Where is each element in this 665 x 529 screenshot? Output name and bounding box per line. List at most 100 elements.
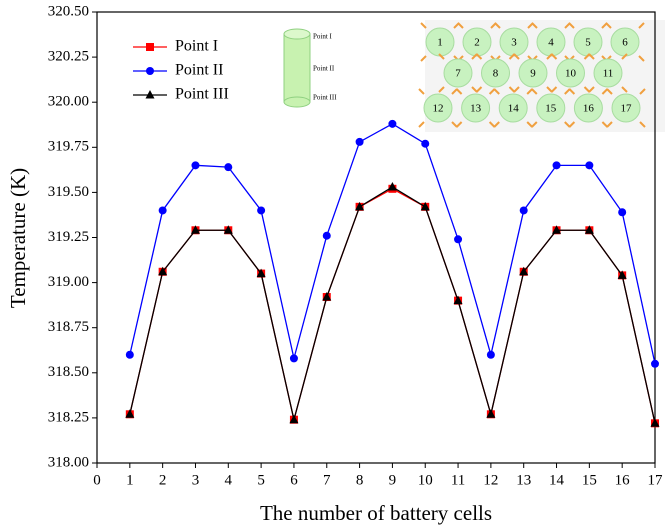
marker <box>486 350 495 359</box>
flow-arrow <box>639 121 646 128</box>
cylinder-body <box>283 33 311 103</box>
y-tick-label: 318.00 <box>48 454 89 470</box>
cell-label: 8 <box>493 68 499 80</box>
marker <box>387 181 397 191</box>
x-tick-label: 10 <box>418 472 433 488</box>
marker <box>552 225 562 234</box>
x-tick-label: 7 <box>323 472 331 488</box>
cell-label: 10 <box>565 68 577 80</box>
marker <box>146 67 154 75</box>
x-tick-label: 0 <box>93 472 101 488</box>
x-tick-label: 6 <box>290 472 298 488</box>
flow-arrow <box>475 86 483 93</box>
cell-label: 3 <box>511 37 517 49</box>
series-line <box>129 123 656 364</box>
cell-label: 17 <box>621 103 633 115</box>
marker <box>584 225 594 234</box>
marker <box>224 163 233 172</box>
flow-arrow <box>531 88 538 95</box>
marker <box>420 201 430 211</box>
x-tick-label: 16 <box>615 472 631 488</box>
flow-arrow <box>455 88 463 95</box>
marker <box>421 139 430 148</box>
cell-label: 5 <box>585 37 591 49</box>
flow-arrow <box>457 22 464 29</box>
marker <box>146 43 154 51</box>
x-tick-label: 8 <box>356 472 364 488</box>
flow-arrow <box>513 86 520 93</box>
flow-arrow <box>568 88 576 95</box>
cell-label: 13 <box>470 103 482 115</box>
x-tick-label: 15 <box>582 472 597 488</box>
marker <box>145 90 155 99</box>
marker <box>158 266 168 276</box>
marker <box>158 206 167 215</box>
marker <box>125 350 134 359</box>
x-tick-label: 3 <box>192 472 200 488</box>
flow-arrow <box>605 22 612 29</box>
series-line <box>129 186 656 424</box>
battery-cell <box>462 27 492 57</box>
cell-label: 4 <box>548 37 554 49</box>
marker <box>486 409 496 418</box>
x-tick-label: 4 <box>225 472 233 488</box>
cell-label: 1 <box>437 37 443 49</box>
marker <box>585 161 594 170</box>
x-tick-label: 1 <box>126 472 134 488</box>
flow-arrow <box>494 22 501 29</box>
flow-arrow <box>606 88 613 95</box>
cylinder-point-label: Point II <box>313 65 335 73</box>
marker <box>223 225 233 234</box>
flow-arrow <box>621 86 628 93</box>
flow-arrow <box>568 121 576 128</box>
cell-label: 12 <box>433 103 444 115</box>
marker <box>651 359 659 368</box>
marker <box>388 119 397 128</box>
x-tick-label: 11 <box>451 472 465 488</box>
battery-cell <box>573 93 603 123</box>
battery-cell <box>611 93 641 123</box>
cell-label: 11 <box>603 68 614 80</box>
y-tick-label: 320.50 <box>48 3 89 19</box>
cell-label: 16 <box>583 103 595 115</box>
flow-arrow <box>493 88 500 95</box>
battery-cell <box>461 93 491 123</box>
battery-cell <box>499 27 529 57</box>
flow-arrow <box>420 22 427 29</box>
marker <box>256 268 266 278</box>
flow-arrow <box>493 121 500 128</box>
cylinder-top <box>283 28 311 40</box>
x-tick-label: 14 <box>549 472 565 488</box>
y-tick-label: 319.75 <box>48 139 89 155</box>
cell-label: 9 <box>530 68 536 80</box>
battery-cell <box>593 58 623 88</box>
series-line <box>129 188 656 424</box>
y-tick-label: 318.25 <box>48 409 89 425</box>
cylinder-inset: Point I Point II Point III <box>283 28 337 108</box>
y-axis-label: Temperature (K) <box>6 168 30 308</box>
legend-label: Point II <box>175 62 223 79</box>
y-tick-label: 319.00 <box>48 274 89 290</box>
battery-cell <box>423 93 453 123</box>
cell-label: 15 <box>545 103 557 115</box>
marker <box>618 208 627 217</box>
marker <box>257 206 266 215</box>
x-tick-label: 5 <box>257 472 265 488</box>
y-tick-label: 318.75 <box>48 319 89 335</box>
cell-label: 14 <box>508 103 520 115</box>
battery-cell <box>498 93 528 123</box>
flow-arrow <box>588 86 595 93</box>
cell-label: 7 <box>455 68 461 80</box>
flow-arrow <box>588 53 595 60</box>
flow-arrow <box>638 22 645 29</box>
cylinder-point-label: Point I <box>313 33 333 41</box>
flow-arrow <box>418 121 425 128</box>
cell-label: 2 <box>474 37 480 49</box>
marker <box>289 354 298 363</box>
flow-arrow <box>639 88 646 95</box>
battery-cell <box>443 58 473 88</box>
flow-arrow <box>420 55 427 62</box>
marker <box>453 295 463 305</box>
flow-arrow <box>550 86 558 93</box>
